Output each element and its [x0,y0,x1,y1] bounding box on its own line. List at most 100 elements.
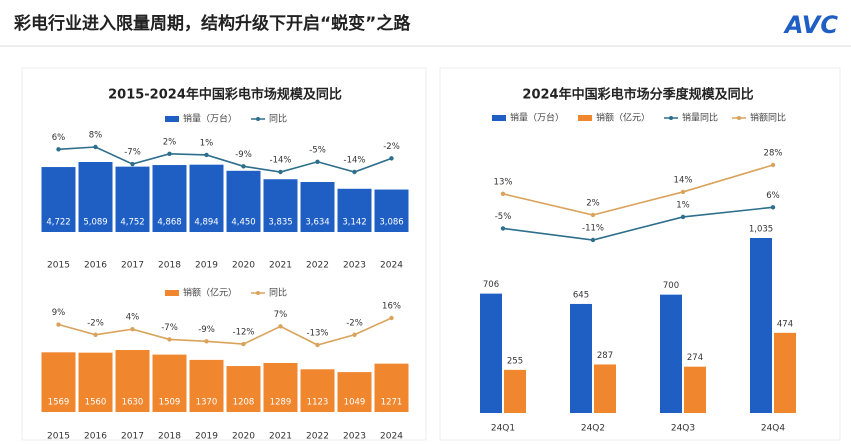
bar [226,366,261,412]
bar [152,165,187,232]
x-tick-label: 2021 [269,432,292,442]
bar-label: 1289 [270,398,292,408]
bar [189,359,224,412]
line-label: -14% [270,156,292,166]
line-label: 2% [586,199,600,209]
bar-label: 255 [507,356,523,366]
line-point [56,147,61,152]
x-tick-label: 2017 [121,432,144,442]
line-point [167,151,172,157]
line-point [389,315,394,321]
line-label: 16% [382,302,401,312]
bar-label: 3,086 [379,218,403,228]
bar-label: 4,868 [157,218,181,228]
bar [750,238,772,413]
x-tick-label: 2018 [158,432,181,442]
line-point [204,152,209,158]
x-tick-label: 24Q4 [761,424,786,434]
line-label: 6% [766,191,780,201]
x-tick-label: 2022 [306,432,329,442]
bar-label: 706 [483,280,499,290]
line-label: -9% [198,325,215,335]
line-label: -7% [124,148,141,158]
legend-swatch [256,117,261,121]
x-tick-label: 2016 [84,261,107,271]
x-tick-label: 2019 [195,261,218,271]
line-point [590,212,596,218]
bar [78,352,113,412]
legend-swatch [492,115,506,121]
line-point [315,159,320,164]
line-label: -9% [235,150,252,160]
bar-label: 4,722 [46,218,70,228]
bar [115,350,150,412]
line-point [500,226,506,231]
line-label: -5% [309,145,326,155]
line [58,317,392,346]
bar-label: 1271 [381,398,403,408]
legend-swatch [737,116,742,120]
bar [774,332,796,413]
x-tick-label: 24Q2 [581,424,605,434]
legend-label: 同比 [269,113,287,125]
x-tick-label: 24Q3 [671,424,695,434]
line-label: -7% [161,323,178,333]
x-tick-label: 2017 [121,261,144,271]
bar [374,189,409,232]
line-label: 14% [674,175,693,185]
line-point [278,169,283,175]
line-point [241,164,246,169]
x-tick-label: 2021 [269,261,292,271]
bar-label: 3,835 [268,218,292,228]
bar-label: 1370 [196,398,218,408]
legend-swatch [669,116,674,120]
line-label: 28% [764,149,783,159]
line-point [770,162,776,168]
bar-label: 1569 [48,398,70,408]
bar-label: 4,752 [120,218,144,228]
bar [337,188,372,232]
bar [300,369,335,412]
line-label: 9% [52,308,66,318]
line-label: -11% [582,224,604,234]
bar-label: 474 [777,319,793,329]
bar-label: 1509 [159,398,181,408]
x-tick-label: 2018 [158,261,181,271]
legend-label: 销额同比 [750,112,786,124]
x-tick-label: 2016 [84,432,107,442]
line-point [590,237,596,243]
line-point [352,169,357,175]
line-point [770,205,776,210]
line-label: -5% [495,212,512,222]
chart-title: 2015-2024年中国彩电市场规模及同比 [108,87,342,103]
line-point [352,332,357,337]
bar [480,293,502,413]
panel [21,67,427,441]
bar [337,372,372,412]
line-point [93,144,98,150]
bar-label: 1,035 [749,225,773,235]
line-point [500,191,506,197]
line-label: -2% [383,142,400,152]
bar [570,303,592,413]
x-tick-label: 2024 [380,432,403,442]
x-tick-label: 2023 [343,261,366,271]
line-label: 6% [52,133,66,143]
bar-label: 287 [597,351,613,361]
line [502,206,774,241]
line-point [389,156,394,161]
line-point [680,214,686,220]
line-label: 7% [274,310,288,320]
legend-label: 销额（亿元） [183,287,237,299]
bar [41,352,76,412]
line-label: 4% [126,313,140,323]
line-label: -14% [344,156,366,166]
line-point [204,339,209,344]
line-point [315,342,320,348]
bar-label: 5,089 [83,218,107,228]
line-point [130,326,135,332]
x-tick-label: 2020 [232,432,255,442]
x-tick-label: 2020 [232,261,255,271]
bar [152,354,187,412]
bar [660,294,682,413]
